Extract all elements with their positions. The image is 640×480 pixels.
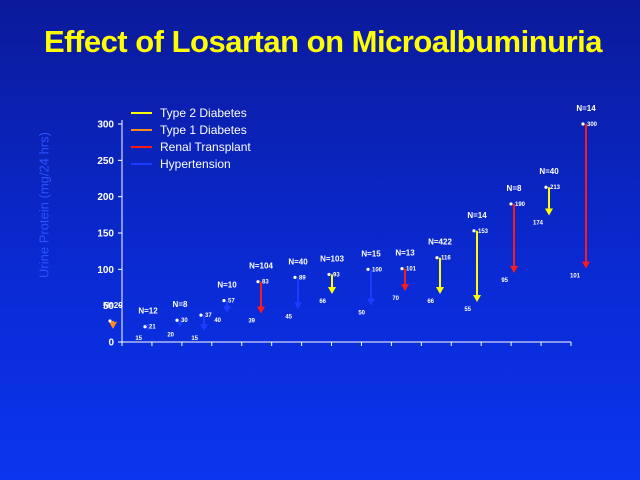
baseline-point <box>400 267 404 271</box>
followup-value-label: 39 <box>248 319 255 325</box>
y-tick-label: 50 <box>103 301 115 312</box>
baseline-value-label: 57 <box>228 299 235 305</box>
baseline-value-label: 153 <box>478 229 489 235</box>
baseline-value-label: 21 <box>149 325 156 331</box>
baseline-value-label: 93 <box>333 272 340 278</box>
n-label: N=8 <box>173 300 188 309</box>
followup-value-label: 50 <box>358 311 365 317</box>
marks: N=29 N=12 21 15 N=8 30 20 37 15 N=10 57 40 N=104 83 39… <box>103 104 597 342</box>
baseline-value-label: 213 <box>550 185 561 191</box>
n-label: N=12 <box>138 307 158 316</box>
y-tick-label: 100 <box>97 265 114 276</box>
baseline-point <box>199 313 203 317</box>
baseline-point <box>108 319 112 323</box>
n-label: N=104 <box>249 262 273 271</box>
change-arrowhead <box>473 295 481 303</box>
followup-value-label: 40 <box>214 318 221 324</box>
change-arrowhead <box>545 208 553 216</box>
baseline-value-label: 30 <box>181 318 188 324</box>
legend-label: Type 1 Diabetes <box>160 123 247 137</box>
change-arrowhead <box>510 265 518 273</box>
baseline-value-label: 89 <box>299 275 306 281</box>
change-arrowhead <box>294 302 302 310</box>
n-label: N=14 <box>576 104 596 113</box>
legend-label: Renal Transplant <box>160 140 251 154</box>
y-tick-label: 200 <box>97 192 114 203</box>
legend: Type 2 Diabetes Type 1 Diabetes Renal Tran… <box>131 106 251 171</box>
change-arrowhead <box>223 305 231 313</box>
baseline-value-label: 83 <box>262 280 269 286</box>
change-arrowhead <box>257 306 265 314</box>
change-arrowhead <box>328 287 336 295</box>
baseline-value-label: 37 <box>205 313 212 319</box>
baseline-point <box>509 202 513 206</box>
change-arrowhead <box>367 298 375 306</box>
baseline-value-label: 100 <box>372 267 383 273</box>
baseline-point <box>256 280 260 284</box>
baseline-value-label: 190 <box>515 202 526 208</box>
baseline-point <box>366 267 370 271</box>
baseline-value-label: 101 <box>406 267 417 273</box>
followup-value-label: 174 <box>533 221 544 227</box>
change-arrowhead <box>200 324 208 332</box>
baseline-point <box>327 272 331 277</box>
y-tick-label: 0 <box>108 338 114 349</box>
n-label: N=29 <box>103 301 123 310</box>
n-label: N=40 <box>288 257 308 266</box>
baseline-point <box>175 318 179 322</box>
n-label: N=422 <box>428 238 452 247</box>
baseline-point <box>472 229 476 233</box>
change-arrowhead <box>176 320 184 328</box>
followup-value-label: 95 <box>501 278 508 284</box>
followup-value-label: 70 <box>392 296 399 302</box>
change-arrowhead <box>109 321 117 329</box>
n-label: N=13 <box>395 249 415 258</box>
baseline-point <box>581 122 585 126</box>
followup-value-label: 15 <box>191 336 198 342</box>
followup-value-label: 20 <box>167 332 174 338</box>
legend-label: Type 2 Diabetes <box>160 106 247 120</box>
axes: 0 50 100 150 200 250 300 <box>97 120 572 349</box>
followup-value-label: 66 <box>319 299 326 305</box>
baseline-value-label: 116 <box>441 256 451 262</box>
n-label: N=14 <box>467 211 487 220</box>
n-label: N=8 <box>507 184 522 193</box>
change-arrowhead <box>582 261 590 269</box>
followup-value-label: 15 <box>135 336 142 342</box>
baseline-value-label: 300 <box>587 122 598 128</box>
chart-title: Effect of Losartan on Microalbuminuria <box>44 24 603 59</box>
baseline-point <box>143 325 147 329</box>
followup-value-label: 45 <box>285 314 292 320</box>
y-tick-label: 150 <box>97 229 114 240</box>
baseline-point <box>222 298 226 303</box>
change-arrowhead <box>436 287 444 295</box>
baseline-point <box>544 185 548 189</box>
n-label: N=10 <box>217 281 237 290</box>
baseline-point <box>293 275 297 279</box>
followup-value-label: 55 <box>464 307 471 313</box>
n-label: N=15 <box>361 249 381 258</box>
change-arrowhead <box>401 284 409 292</box>
n-label: N=103 <box>320 254 344 263</box>
legend-label: Hypertension <box>160 157 231 171</box>
y-tick-label: 250 <box>97 156 114 167</box>
followup-value-label: 101 <box>570 274 581 280</box>
followup-value-label: 66 <box>427 299 434 305</box>
n-label: N=40 <box>539 167 559 176</box>
y-tick-label: 300 <box>97 120 114 131</box>
baseline-point <box>435 256 439 260</box>
